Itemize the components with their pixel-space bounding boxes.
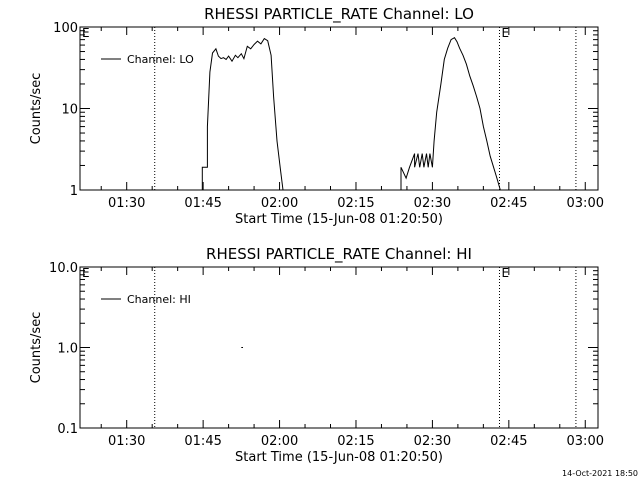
panel-2-x-tick-label: 02:30 <box>414 434 451 449</box>
panel-1-x-tick-label: 01:45 <box>184 196 221 211</box>
panel-2-axes-box <box>79 266 599 429</box>
panel-2-x-tick-label: 01:30 <box>108 434 145 449</box>
panel-2-legend-label: Channel: HI <box>127 293 191 306</box>
panel-2-x-tick-label: 02:00 <box>261 434 298 449</box>
panel-1-x-tick-label: 02:00 <box>261 196 298 211</box>
panel-1-y-tick-label: 1 <box>70 184 78 199</box>
panel-1-series-line-2 <box>400 37 501 191</box>
panel-2-y-axis-label: Counts/sec <box>29 312 44 384</box>
panel-1-x-tick-label: 01:30 <box>108 196 145 211</box>
panel-2-event-marker: E <box>82 266 90 280</box>
panel-2-x-tick-label: 01:45 <box>184 434 221 449</box>
panel-2-y-tick-label: 0.1 <box>57 422 78 437</box>
panel-2-x-axis-label: Start Time (15-Jun-08 01:20:50) <box>235 450 443 465</box>
panel-2-x-tick-label: 02:15 <box>337 434 374 449</box>
panel-2-event-marker: E <box>501 266 509 280</box>
panel-1-series-line-1 <box>201 37 284 191</box>
panel-1-event-marker: E <box>501 26 509 40</box>
panel-1: RHESSI PARTICLE_RATE Channel: LO 01:30 01:… <box>29 5 604 227</box>
panel-1-x-axis-label: Start Time (15-Jun-08 01:20:50) <box>235 212 443 227</box>
panel-2-x-tick-label: 02:45 <box>490 434 527 449</box>
panel-1-y-tick-label: 100 <box>53 21 78 36</box>
panel-1-y-tick-label: 10 <box>61 103 78 118</box>
panel-1-x-tick-label: 02:30 <box>414 196 451 211</box>
panel-2-title: RHESSI PARTICLE_RATE Channel: HI <box>206 245 472 264</box>
panel-2: RHESSI PARTICLE_RATE Channel: HI 01:30 01:… <box>29 245 604 465</box>
panel-2-y-tick-label: 1.0 <box>57 342 78 357</box>
panel-1-event-marker: E <box>82 26 90 40</box>
footer-timestamp: 14-Oct-2021 18:50 <box>562 469 638 478</box>
panel-1-x-tick-label: 02:15 <box>337 196 374 211</box>
panel-2-x-tick-label: 03:00 <box>567 434 604 449</box>
panel-1-x-tick-label: 02:45 <box>490 196 527 211</box>
panel-1-title: RHESSI PARTICLE_RATE Channel: LO <box>204 5 474 24</box>
panel-1-legend-label: Channel: LO <box>127 53 194 66</box>
panel-1-x-tick-label: 03:00 <box>567 196 604 211</box>
panel-2-y-tick-label: 10.0 <box>49 261 78 276</box>
panel-1-axes-box <box>79 26 599 191</box>
panel-1-y-axis-label: Counts/sec <box>29 73 44 145</box>
